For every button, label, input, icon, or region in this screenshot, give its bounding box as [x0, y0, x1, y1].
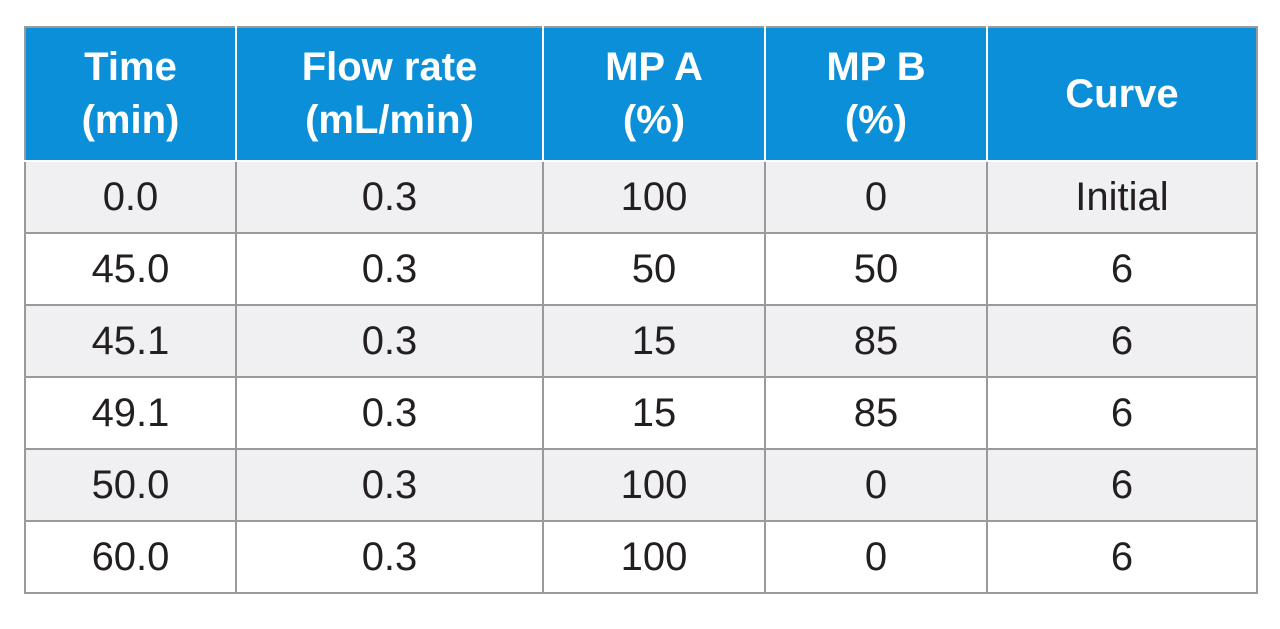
cell-flow-rate: 0.3	[235, 376, 544, 450]
cell-time: 45.1	[24, 304, 237, 378]
header-mp-a-label: MP A	[605, 45, 703, 90]
cell-flow-rate: 0.3	[235, 448, 544, 522]
cell-curve: 6	[986, 376, 1258, 450]
header-flow-rate-label: Flow rate	[301, 45, 478, 90]
table-row: 45.1 0.3 15 85 6	[24, 304, 1258, 378]
table-row: 45.0 0.3 50 50 6	[24, 232, 1258, 306]
cell-mp-a: 100	[542, 520, 766, 594]
cell-flow-rate: 0.3	[235, 232, 544, 306]
cell-mp-a: 15	[542, 304, 766, 378]
table-row: 49.1 0.3 15 85 6	[24, 376, 1258, 450]
cell-curve: 6	[986, 520, 1258, 594]
cell-time: 45.0	[24, 232, 237, 306]
cell-mp-b: 0	[764, 160, 988, 234]
cell-time: 49.1	[24, 376, 237, 450]
table-body: 0.0 0.3 100 0 Initial 45.0 0.3 50 50 6 4…	[24, 160, 1258, 594]
header-mp-b-unit: (%)	[844, 98, 908, 142]
cell-curve: 6	[986, 304, 1258, 378]
gradient-table: Time (min) Flow rate (mL/min) MP A (%) M…	[24, 26, 1258, 594]
cell-time: 0.0	[24, 160, 237, 234]
cell-time: 50.0	[24, 448, 237, 522]
cell-mp-a: 100	[542, 448, 766, 522]
cell-flow-rate: 0.3	[235, 160, 544, 234]
cell-mp-a: 100	[542, 160, 766, 234]
cell-mp-b: 85	[764, 376, 988, 450]
header-flow-rate: Flow rate (mL/min)	[235, 26, 544, 162]
cell-mp-a: 15	[542, 376, 766, 450]
cell-curve: 6	[986, 448, 1258, 522]
header-flow-rate-unit: (mL/min)	[305, 98, 474, 142]
cell-mp-b: 0	[764, 448, 988, 522]
cell-mp-b: 0	[764, 520, 988, 594]
header-time: Time (min)	[24, 26, 237, 162]
cell-curve: Initial	[986, 160, 1258, 234]
cell-mp-b: 85	[764, 304, 988, 378]
header-time-label: Time	[84, 45, 177, 90]
table-row: 60.0 0.3 100 0 6	[24, 520, 1258, 594]
cell-curve: 6	[986, 232, 1258, 306]
gradient-table-container: Time (min) Flow rate (mL/min) MP A (%) M…	[24, 26, 1258, 594]
table-row: 0.0 0.3 100 0 Initial	[24, 160, 1258, 234]
header-mp-a-unit: (%)	[622, 98, 686, 142]
header-time-unit: (min)	[81, 98, 180, 142]
header-mp-b-label: MP B	[826, 45, 926, 90]
header-curve: Curve	[986, 26, 1258, 162]
header-row: Time (min) Flow rate (mL/min) MP A (%) M…	[24, 26, 1258, 162]
cell-mp-b: 50	[764, 232, 988, 306]
table-header: Time (min) Flow rate (mL/min) MP A (%) M…	[24, 26, 1258, 162]
cell-flow-rate: 0.3	[235, 520, 544, 594]
header-mp-a: MP A (%)	[542, 26, 766, 162]
cell-time: 60.0	[24, 520, 237, 594]
header-mp-b: MP B (%)	[764, 26, 988, 162]
cell-mp-a: 50	[542, 232, 766, 306]
table-row: 50.0 0.3 100 0 6	[24, 448, 1258, 522]
cell-flow-rate: 0.3	[235, 304, 544, 378]
header-curve-label: Curve	[1065, 71, 1179, 116]
